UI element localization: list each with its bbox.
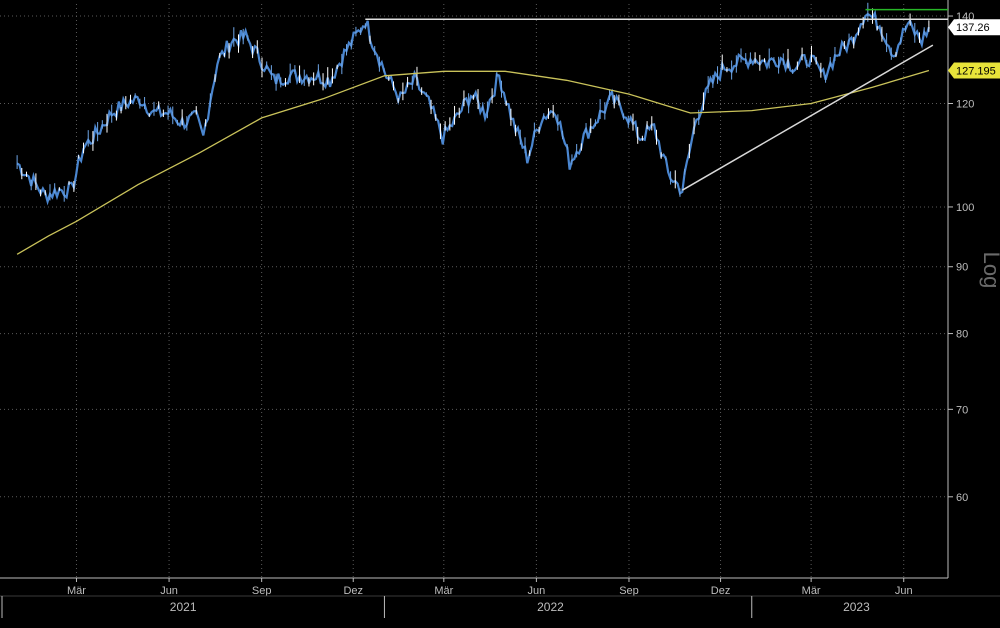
y-tick-label: 70 xyxy=(956,404,968,416)
x-tick-label: Dez xyxy=(343,585,363,597)
x-tick-label: Jun xyxy=(528,585,546,597)
x-tick-label: Mär xyxy=(802,585,821,597)
year-label: 2023 xyxy=(843,600,870,614)
x-tick-label: Sep xyxy=(619,585,639,597)
x-tick-label: Jun xyxy=(160,585,178,597)
x-tick-label: Mär xyxy=(67,585,86,597)
last-value-text: 137.26 xyxy=(956,22,990,34)
y-axis-label: Log xyxy=(979,252,1000,289)
year-label: 2022 xyxy=(537,600,564,614)
x-tick-label: Mär xyxy=(434,585,453,597)
last-value-badge xyxy=(948,62,1000,79)
x-tick-label: Sep xyxy=(252,585,272,597)
value-labels: 137.26 127.195 xyxy=(948,19,1000,79)
y-tick-label: 60 xyxy=(956,492,968,504)
year-label: 2021 xyxy=(170,600,197,614)
y-tick-label: 120 xyxy=(956,98,974,110)
y-tick-label: 100 xyxy=(956,202,974,214)
series-layer xyxy=(16,2,948,255)
y-tick-label: 90 xyxy=(956,262,968,274)
moving-average-line xyxy=(16,69,930,255)
last-value-text: 127.195 xyxy=(956,65,996,77)
last-value-label: 127.195 xyxy=(948,62,1000,79)
y-tick-label: 80 xyxy=(956,329,968,341)
trendline xyxy=(681,44,934,191)
last-value-badge xyxy=(948,19,1000,36)
last-value-label: 137.26 xyxy=(948,19,1000,36)
x-tick-label: Jun xyxy=(895,585,913,597)
x-tick-label: Dez xyxy=(711,585,731,597)
